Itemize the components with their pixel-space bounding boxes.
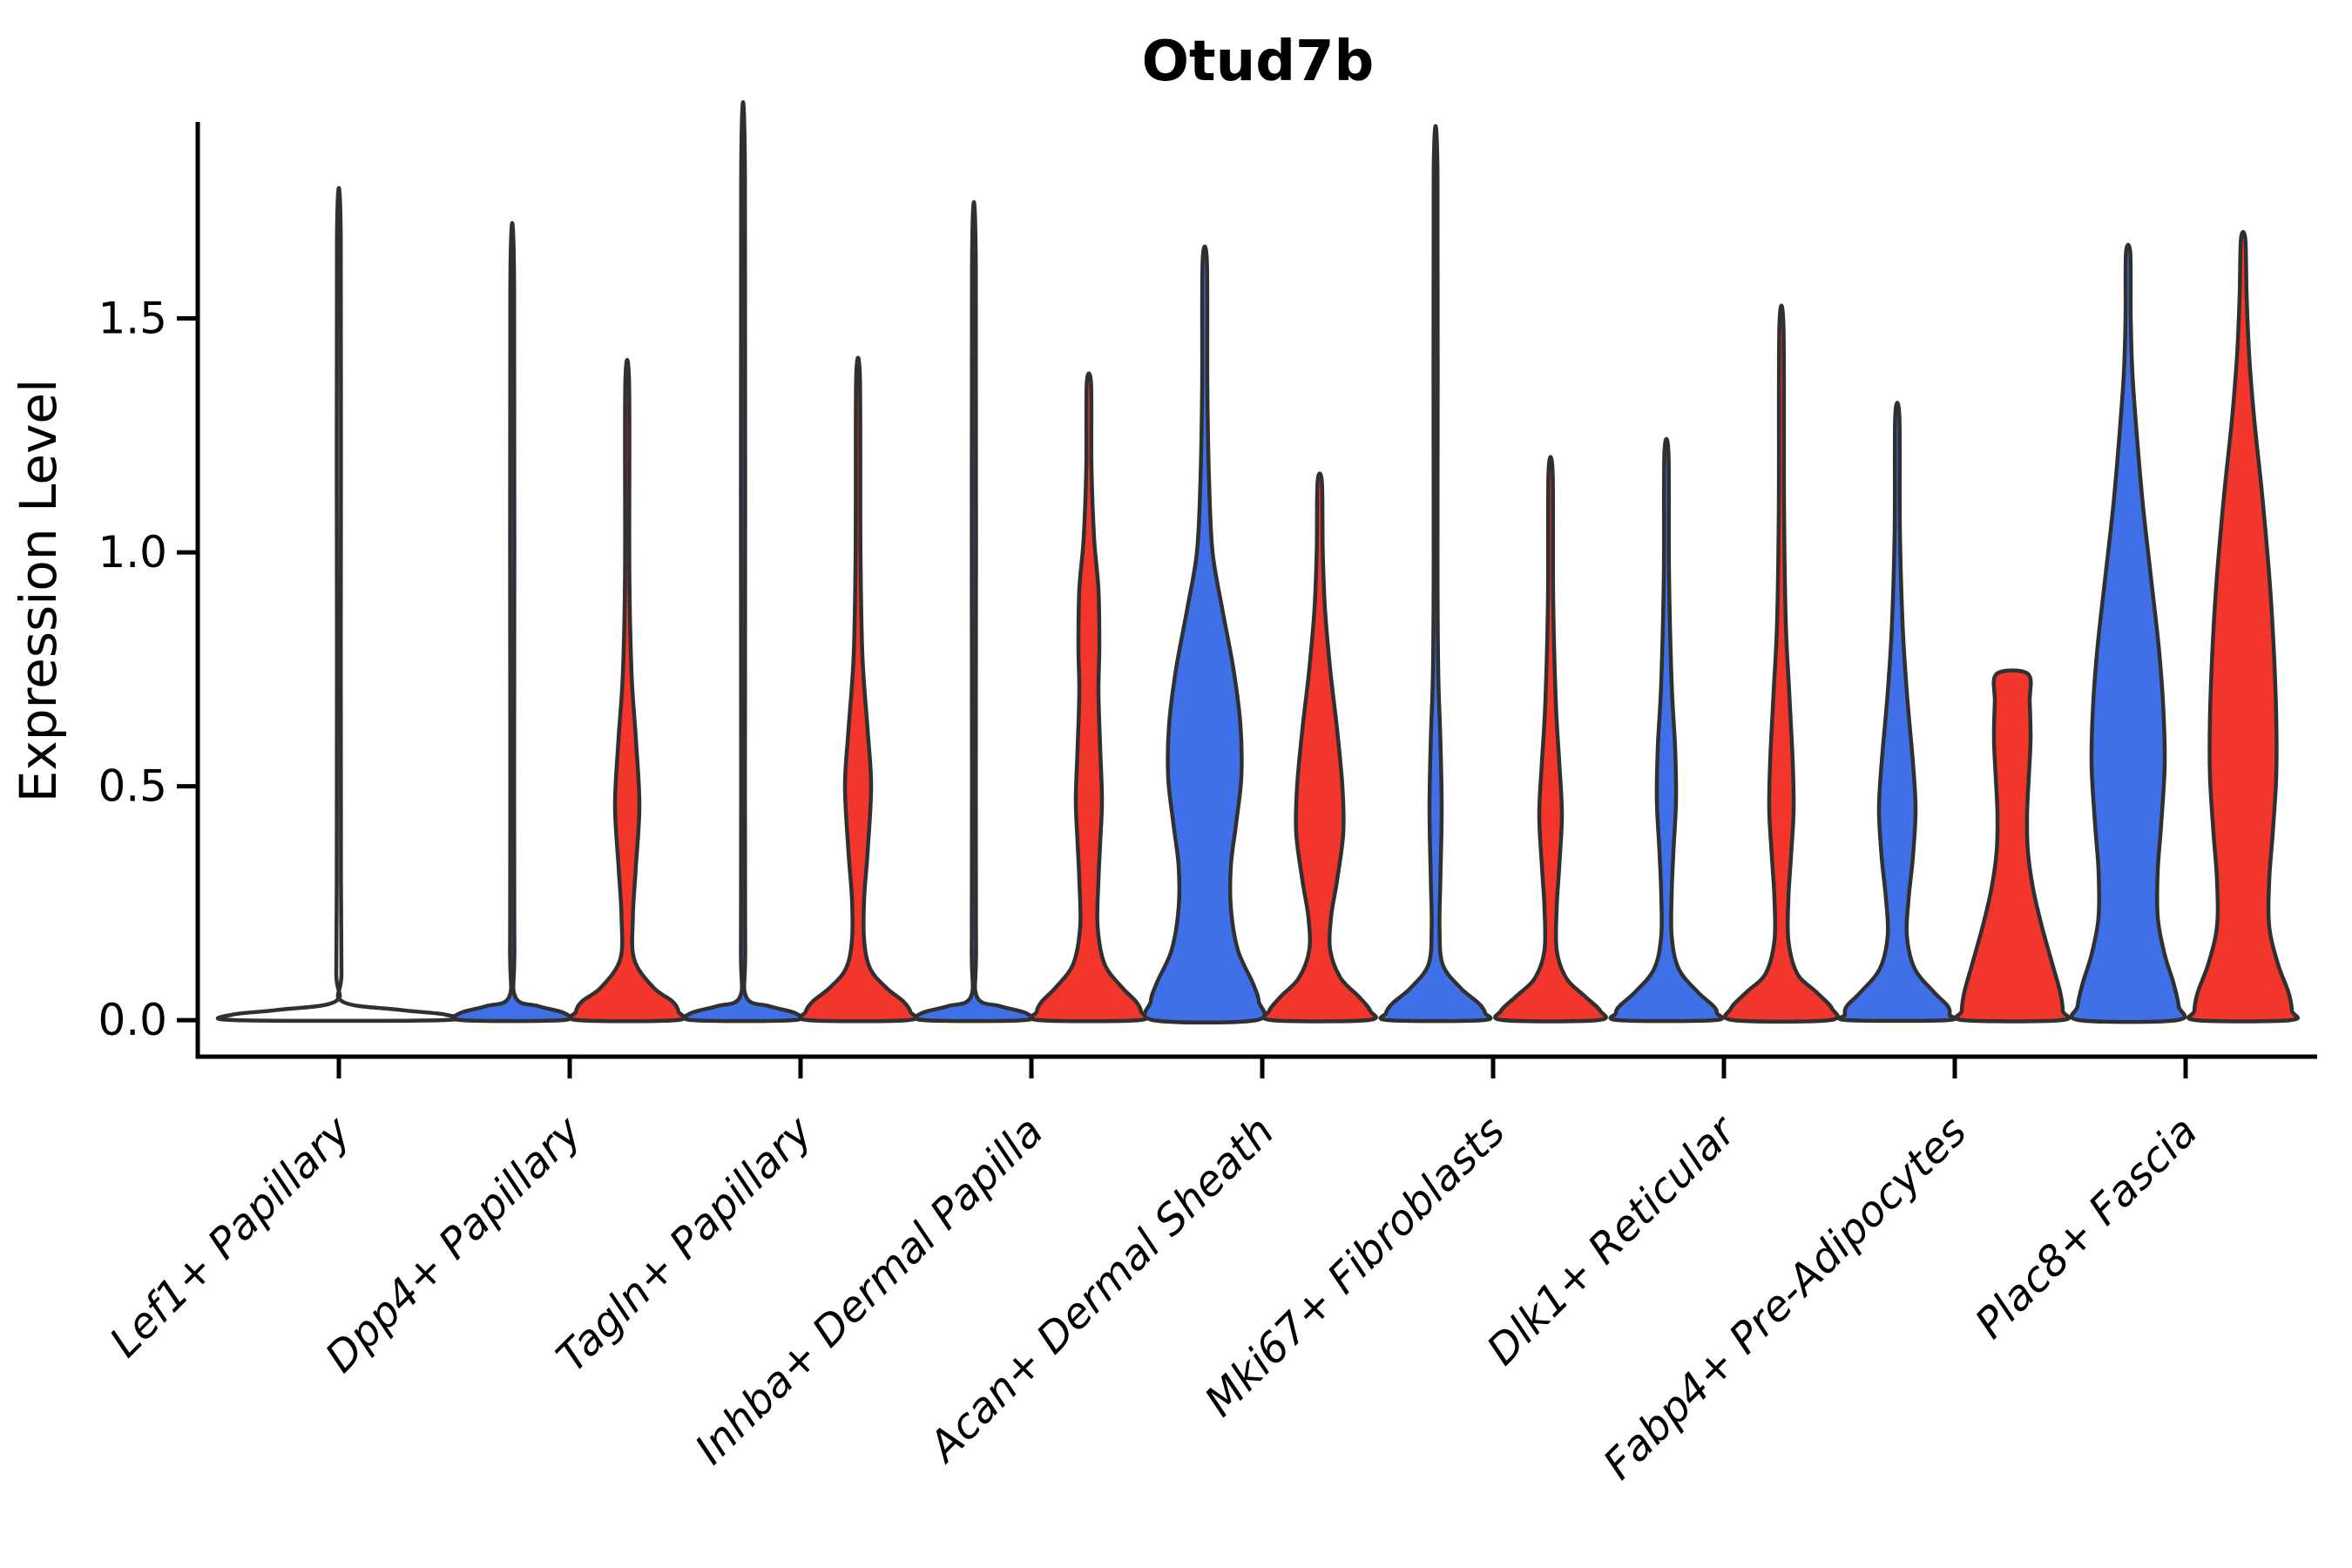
violin-tagln-papillary-right — [798, 355, 918, 1024]
violin-acan-dermal-sheath-left — [1142, 244, 1267, 1025]
violin-dlk1-reticular-right — [1722, 303, 1841, 1024]
x-tick-label-dlk1-reticular: Dlk1+ Reticular — [1477, 1105, 1747, 1375]
violin-acan-dermal-sheath-right — [1261, 471, 1378, 1024]
violin-inhba-dermal-papilla-left — [913, 200, 1035, 1024]
violin-dpp4-papillary-left — [451, 220, 573, 1024]
violin-dpp4-papillary-right — [568, 358, 686, 1024]
y-tick-label: 0.5 — [98, 761, 167, 812]
violin-fabp4-pre-adipocytes-right — [1953, 668, 2072, 1024]
violin-plac8-fascia-left — [2069, 242, 2187, 1024]
chart-title: Otud7b — [1142, 30, 1375, 94]
violins-layer — [215, 99, 2301, 1025]
x-tick-label-dpp4-papillary: Dpp4+ Papillary — [316, 1106, 591, 1382]
y-tick-label: 0.0 — [98, 995, 167, 1045]
violin-tagln-papillary-left — [682, 99, 804, 1024]
violin-plac8-fascia-right — [2186, 229, 2301, 1024]
y-ticks-layer: 0.0 0.5 1.0 1.5 — [98, 294, 198, 1045]
y-axis-label: Expression Level — [9, 379, 68, 802]
x-tick-label-tagln-papillary: Tagln+ Papillary — [547, 1106, 822, 1382]
violin-mki67-fibroblasts-left — [1378, 124, 1493, 1024]
violin-fabp4-pre-adipocytes-left — [1837, 401, 1957, 1024]
y-tick-label: 1.5 — [98, 294, 167, 344]
violin-dlk1-reticular-left — [1608, 436, 1725, 1024]
y-tick-label: 1.0 — [98, 527, 167, 578]
x-tick-label-fabp4-pre-adipocytes: Fabp4+ Pre-Adipocytes — [1594, 1107, 1977, 1490]
violin-inhba-dermal-papilla-right — [1029, 371, 1149, 1024]
violin-lef1-papillary-single — [215, 186, 463, 1024]
x-tick-label-lef1-papillary: Lef1+ Papillary — [100, 1106, 361, 1367]
violin-mki67-fibroblasts-right — [1493, 455, 1608, 1024]
x-tick-label-plac8-fascia: Plac8+ Fascia — [1966, 1107, 2207, 1348]
